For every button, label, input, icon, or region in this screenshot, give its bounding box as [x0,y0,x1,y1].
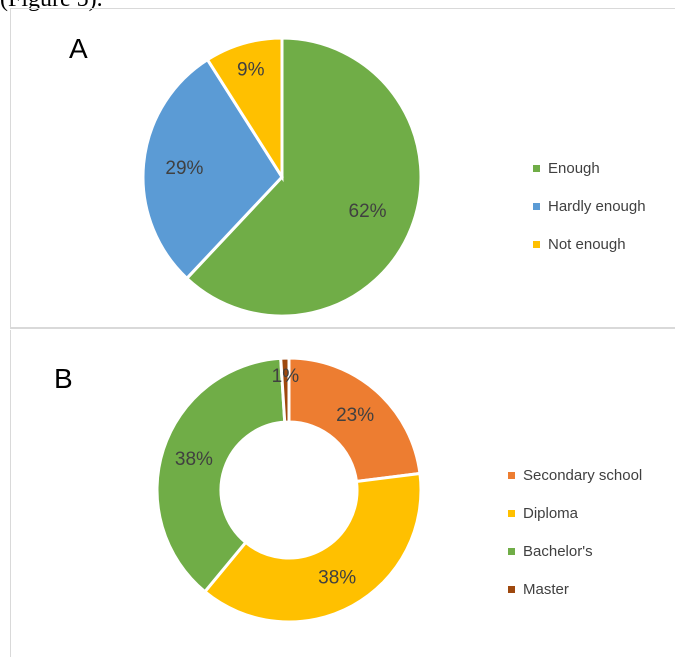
legend-swatch [508,548,515,555]
data-label-bachelor-s: 38% [175,449,213,470]
data-label-enough: 62% [349,201,387,222]
panel-letter-b: B [54,363,73,394]
legend-item-bachelor-s: Bachelor's [508,542,642,561]
data-label-not-enough: 9% [237,59,265,80]
slice-bachelor-s [155,356,287,594]
legend-label: Master [523,581,569,598]
slice-not-enough [205,36,284,183]
chart-panel-b: B 23% 38% 38% 1% Secondary school Diploma Bac… [10,330,675,657]
data-label-hardly-enough: 29% [165,158,203,179]
legend-b: Secondary school Diploma Bachelor's Master [508,466,642,618]
data-label-secondary-school: 23% [336,405,374,426]
legend-item-enough: Enough [533,159,646,178]
legend-label: Diploma [523,505,579,522]
legend-item-hardly-enough: Hardly enough [533,197,646,216]
legend-label: Secondary school [523,467,643,484]
legend-swatch [533,203,540,210]
legend-swatch [508,586,515,593]
legend-swatch [533,241,540,248]
slice-secondary-school [287,356,422,484]
figure-caption-fragment: (Figure 5). [0,0,103,13]
legend-label: Hardly enough [548,198,646,215]
legend-swatch [508,472,515,479]
pie-chart-a: 62% 29% 9% [141,36,423,318]
slice-hardly-enough [141,57,284,281]
data-label-diploma: 38% [318,568,356,589]
slice-master [279,356,291,424]
legend-swatch [508,510,515,517]
legend-label: Bachelor's [523,543,593,560]
panel-letter-a: A [69,33,88,64]
slice-diploma [202,471,423,624]
legend-item-diploma: Diploma [508,504,642,523]
legend-swatch [533,165,540,172]
donut-chart-b: 23% 38% 38% 1% [155,356,423,624]
legend-item-master: Master [508,580,642,599]
legend-label: Not enough [548,236,626,253]
chart-panel-a: A 62% 29% 9% Enough Hardly enough Not enough [10,8,675,329]
legend-item-secondary-school: Secondary school [508,466,642,485]
data-label-master: 1% [272,366,300,387]
legend-label: Enough [548,160,600,177]
legend-item-not-enough: Not enough [533,235,646,254]
slice-enough [184,36,423,318]
legend-a: Enough Hardly enough Not enough [533,159,646,273]
